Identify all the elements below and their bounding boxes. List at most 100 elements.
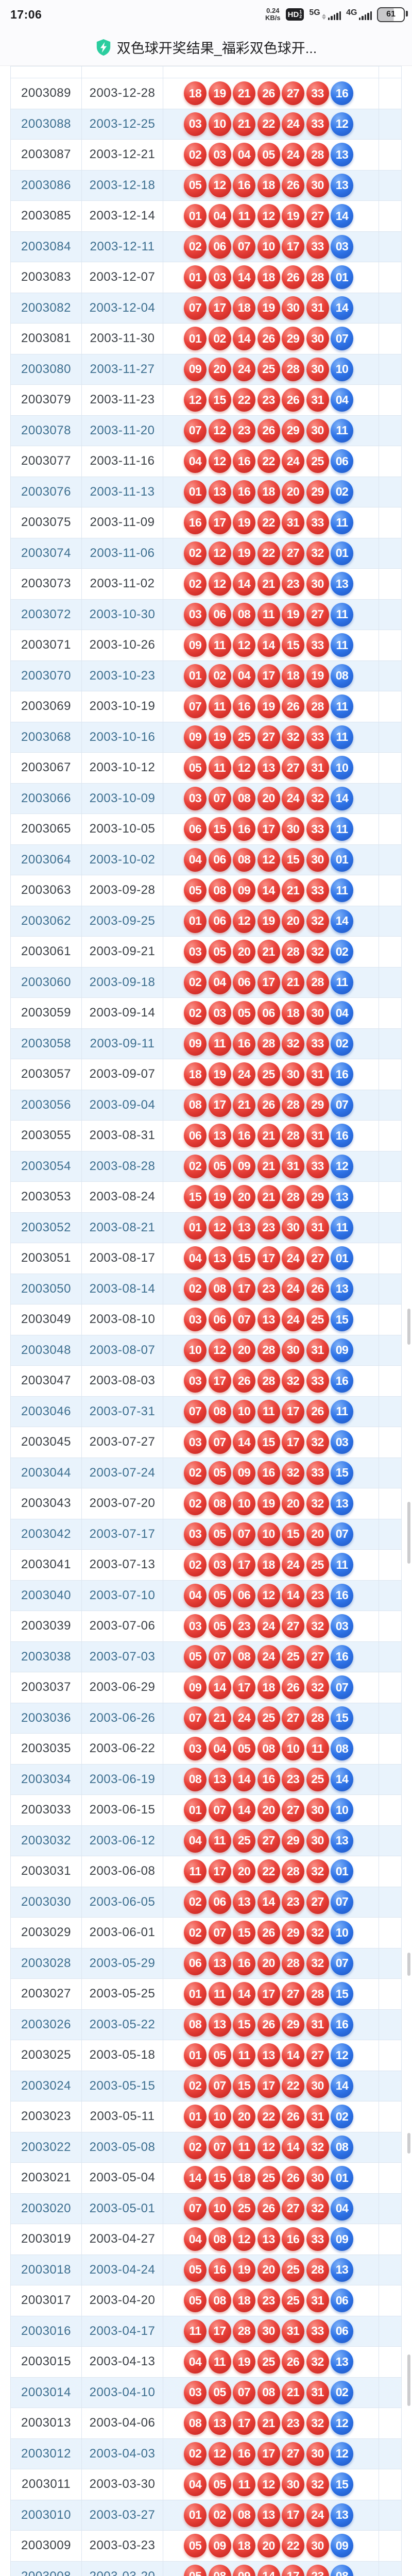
- blue-ball: 10: [331, 756, 353, 780]
- red-ball: 31: [282, 2319, 304, 2343]
- balls-cell: 14 15 18 25 26 30 01: [163, 2163, 379, 2193]
- red-ball: 21: [233, 1093, 255, 1117]
- dual-sim-indicator: 1 2: [299, 10, 302, 19]
- issue-cell: 2003038: [11, 1641, 82, 1672]
- result-row: 2003062 2003-09-25 01 06 12 19 20 32 14: [11, 906, 401, 937]
- date-cell: 2003-07-24: [82, 1458, 163, 1488]
- red-ball: 14: [233, 1430, 255, 1454]
- red-ball: 31: [306, 1062, 329, 1087]
- blue-ball: 12: [331, 2411, 353, 2435]
- balls-cell: 06 15 16 17 30 33 11: [163, 814, 379, 844]
- blue-ball: 11: [331, 602, 353, 626]
- red-ball: 06: [208, 909, 231, 933]
- result-row: 2003051 2003-08-17 04 13 15 17 24 27 01: [11, 1243, 401, 1274]
- result-row: 2003066 2003-10-09 03 07 08 20 24 32 14: [11, 783, 401, 814]
- extra-cell: [379, 1397, 401, 1427]
- scrollbar-thumb[interactable]: [407, 1953, 410, 1976]
- red-ball: 08: [208, 1492, 231, 1516]
- red-ball: 25: [257, 1706, 280, 1730]
- extra-cell: [379, 2224, 401, 2255]
- date-cell: 2003-07-17: [82, 1519, 163, 1549]
- balls-cell: 01 02 04 17 18 19 08: [163, 660, 379, 691]
- result-row: 2003047 2003-08-03 03 17 26 28 32 33 16: [11, 1366, 401, 1397]
- extra-cell: [379, 722, 401, 753]
- blue-ball: 13: [331, 143, 353, 167]
- result-row: 2003040 2003-07-10 04 05 06 12 14 23 16: [11, 1580, 401, 1611]
- issue-cell: 2003040: [11, 1580, 82, 1611]
- red-ball: 28: [306, 143, 329, 167]
- red-ball: 06: [233, 1583, 255, 1607]
- red-ball: 16: [233, 480, 255, 504]
- red-ball: 02: [184, 2135, 207, 2159]
- red-ball: 31: [306, 756, 329, 780]
- scrollbar-thumb[interactable]: [407, 1309, 410, 1345]
- scrollbar-thumb[interactable]: [407, 1502, 410, 1564]
- red-ball: 04: [184, 2350, 207, 2374]
- extra-cell: [379, 1458, 401, 1488]
- red-ball: 16: [233, 694, 255, 719]
- red-ball: 02: [184, 143, 207, 167]
- red-ball: 16: [257, 1767, 280, 1791]
- red-ball: 02: [184, 1553, 207, 1577]
- red-ball: 18: [257, 1675, 280, 1700]
- red-ball: 27: [257, 1828, 280, 1853]
- blue-ball: 16: [331, 2012, 353, 2037]
- red-ball: 23: [257, 1277, 280, 1301]
- red-ball: 28: [306, 694, 329, 719]
- date-cell: 2003-06-12: [82, 1825, 163, 1856]
- result-row: 2003038 2003-07-03 05 07 08 24 25 27 16: [11, 1641, 401, 1672]
- red-ball: 04: [184, 1583, 207, 1607]
- page-title-bar: 双色球开奖结果_福彩双色球开...: [0, 29, 412, 66]
- red-ball: 02: [184, 1890, 207, 1914]
- balls-cell: 02 08 17 23 24 26 13: [163, 1274, 379, 1304]
- red-ball: 18: [257, 265, 280, 290]
- blue-ball: 06: [331, 2319, 353, 2343]
- red-ball: 03: [184, 1522, 207, 1546]
- blue-ball: 13: [331, 173, 353, 197]
- red-ball: 11: [208, 2350, 231, 2374]
- balls-cell: 05 09 18 20 22 30 09: [163, 2531, 379, 2561]
- blue-ball: 14: [331, 296, 353, 320]
- balls-cell: 08 13 17 21 23 32 12: [163, 2408, 379, 2438]
- red-ball: 03: [184, 602, 207, 626]
- red-ball: 24: [257, 1614, 280, 1638]
- red-ball: 24: [233, 1706, 255, 1730]
- red-ball: 05: [184, 878, 207, 903]
- result-row: 2003008 2003-03-20 05080914172308: [11, 2561, 401, 2576]
- date-cell: 2003-12-14: [82, 201, 163, 231]
- issue-cell: 2003022: [11, 2132, 82, 2162]
- result-row: 2003017 2003-04-20 05 08 18 23 25 31 06: [11, 2285, 401, 2316]
- issue-cell: 2003028: [11, 1948, 82, 1978]
- sim2-label: 2: [299, 14, 302, 19]
- result-row: 2003049 2003-08-10 03 06 07 13 24 25 15: [11, 1304, 401, 1335]
- blue-ball: 11: [331, 970, 353, 994]
- red-ball: 04: [184, 1828, 207, 1853]
- red-ball: 25: [233, 2196, 255, 2221]
- date-cell: 2003-06-05: [82, 1887, 163, 1917]
- red-ball: 22: [282, 2534, 304, 2558]
- red-ball: 12: [257, 848, 280, 872]
- result-row: 2003025 2003-05-18 01 05 11 13 14 27 12: [11, 2040, 401, 2071]
- result-row: 2003020 2003-05-01 07 10 25 26 27 32 04: [11, 2193, 401, 2224]
- red-ball: 28: [282, 1124, 304, 1148]
- red-ball: 25: [306, 1308, 329, 1332]
- red-ball: 11: [184, 1859, 207, 1884]
- red-ball: 22: [282, 2074, 304, 2098]
- scrollbar-thumb[interactable]: [407, 2133, 410, 2154]
- blue-ball: 11: [331, 418, 353, 443]
- red-ball: 32: [306, 786, 329, 810]
- blue-ball: 14: [331, 1767, 353, 1791]
- extra-cell: [379, 968, 401, 998]
- red-ball: 02: [208, 2503, 231, 2527]
- issue-cell: 2003012: [11, 2438, 82, 2469]
- blue-ball: 06: [331, 449, 353, 473]
- red-ball: 05: [233, 1737, 255, 1761]
- red-ball: 10: [282, 1737, 304, 1761]
- red-ball: 28: [233, 2319, 255, 2343]
- issue-cell: 2003065: [11, 814, 82, 844]
- scrollbar-thumb[interactable]: [407, 2354, 410, 2406]
- blue-ball: 11: [331, 725, 353, 749]
- result-row: 2003054 2003-08-28 02 05 09 21 31 33 12: [11, 1151, 401, 1182]
- network-speed-unit: KB/s: [265, 14, 281, 22]
- balls-cell: 03 05 20 21 28 32 02: [163, 937, 379, 967]
